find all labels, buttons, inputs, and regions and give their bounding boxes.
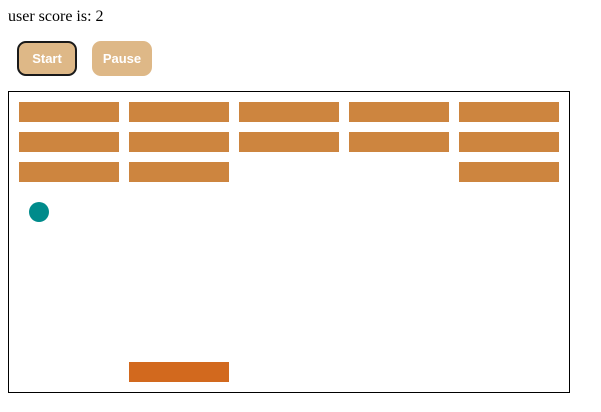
start-button[interactable]: Start <box>17 41 77 76</box>
brick <box>19 102 119 122</box>
brick <box>459 162 559 182</box>
pause-button[interactable]: Pause <box>92 41 152 76</box>
brick <box>459 102 559 122</box>
game-canvas <box>19 102 559 382</box>
brick <box>349 102 449 122</box>
brick <box>239 132 339 152</box>
brick <box>239 102 339 122</box>
brick <box>459 132 559 152</box>
ball <box>29 202 49 222</box>
brick <box>129 162 229 182</box>
brick <box>19 132 119 152</box>
paddle[interactable] <box>129 362 229 382</box>
brick <box>129 132 229 152</box>
game-board[interactable] <box>8 91 570 393</box>
score-label: user score is: 2 <box>8 8 104 25</box>
brick <box>19 162 119 182</box>
brick <box>129 102 229 122</box>
brick <box>349 132 449 152</box>
